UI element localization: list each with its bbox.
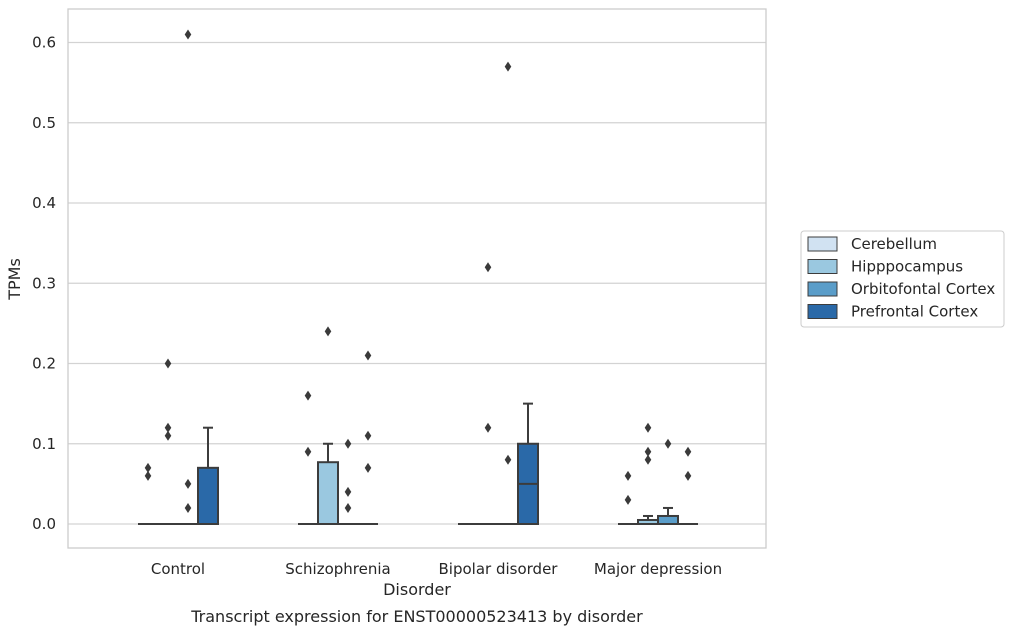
gridlines (68, 41, 766, 525)
legend-label: Orbitofontal Cortex (851, 280, 995, 298)
y-tick-labels: 0.0 0.1 0.2 0.3 0.4 0.5 0.6 (32, 34, 56, 534)
outlier-point (304, 390, 312, 401)
outlier-point (644, 454, 652, 465)
outlier-point (484, 422, 492, 433)
legend: Cerebellum Hipppocampus Orbitofontal Corte… (800, 230, 1005, 328)
outlier-point (164, 430, 172, 441)
outlier-point (684, 446, 692, 457)
x-tick-labels: Control Schizophrenia Bipolar disorder Majo… (151, 560, 722, 578)
outlier-point (644, 422, 652, 433)
outlier-point (364, 350, 372, 361)
plot-frame (67, 8, 767, 549)
legend-frame (800, 230, 1005, 328)
outlier-point (344, 486, 352, 497)
outlier-point (344, 502, 352, 513)
box-body (657, 514, 679, 525)
legend-label: Cerebellum (851, 235, 937, 253)
box-body (317, 461, 339, 525)
legend-swatch (807, 281, 838, 297)
outlier-point (144, 470, 152, 481)
y-tick-label: 0.3 (32, 274, 56, 292)
outlier-point (164, 422, 172, 433)
x-tick-label: Schizophrenia (285, 560, 390, 578)
y-tick-label: 0.5 (32, 114, 56, 132)
plot-background (68, 9, 766, 548)
y-tick-label: 0.1 (32, 435, 56, 453)
box-3-2 (657, 506, 679, 525)
y-tick-label: 0.6 (32, 34, 56, 52)
box-1-1 (317, 442, 339, 525)
x-axis-label: Disorder (383, 580, 451, 599)
outlier-point (364, 462, 372, 473)
x-tick-label: Major depression (594, 560, 722, 578)
y-axis-label: TPMs (5, 258, 24, 301)
outlier-point (164, 358, 172, 369)
outlier-point (684, 470, 692, 481)
outlier-point (624, 470, 632, 481)
legend-swatch (807, 304, 838, 319)
box-2-3 (517, 402, 539, 525)
outlier-point (484, 262, 492, 273)
outlier-point (184, 502, 192, 513)
box-body (197, 466, 219, 526)
outliers (144, 29, 692, 513)
legend-swatch (807, 259, 838, 274)
y-tick-label: 0.2 (32, 355, 56, 373)
x-tick-label: Bipolar disorder (439, 560, 559, 578)
legend-label: Hipppocampus (851, 258, 963, 276)
outlier-point (144, 462, 152, 473)
x-tick-label: Control (151, 560, 205, 578)
legend-swatch (807, 236, 838, 252)
box-0-3 (197, 426, 219, 526)
outlier-point (304, 446, 312, 457)
outlier-point (624, 494, 632, 505)
outlier-point (344, 438, 352, 449)
y-tick-label: 0.0 (32, 515, 56, 533)
outlier-point (504, 61, 512, 72)
outlier-point (184, 29, 192, 40)
outlier-point (324, 326, 332, 337)
chart-caption: Transcript expression for ENST0000052341… (190, 607, 643, 626)
outlier-point (184, 478, 192, 489)
y-tick-label: 0.4 (32, 194, 56, 212)
outlier-point (664, 438, 672, 449)
outlier-point (644, 446, 652, 457)
boxes (138, 402, 698, 526)
legend-label: Prefrontal Cortex (851, 303, 978, 321)
outlier-point (364, 430, 372, 441)
outlier-point (504, 454, 512, 465)
